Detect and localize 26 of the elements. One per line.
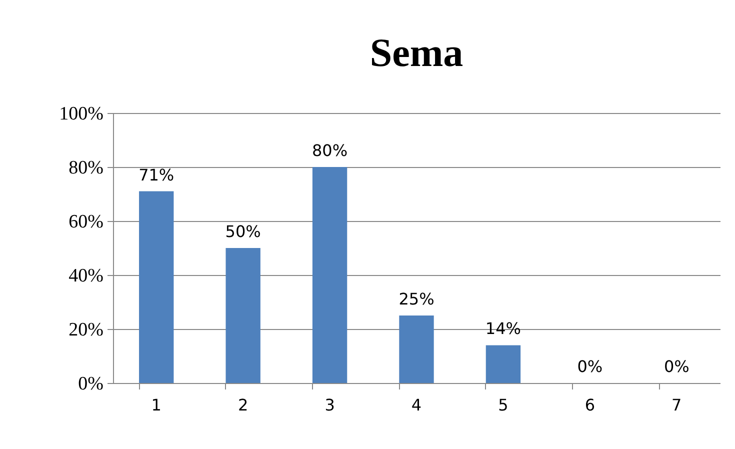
y-tick-label: 80% <box>68 158 104 178</box>
y-tick-label: 40% <box>68 266 104 286</box>
chart-title: Sema <box>370 30 464 75</box>
x-tick-label: 5 <box>498 396 508 414</box>
y-tick-label: 100% <box>59 104 104 124</box>
bar <box>399 316 434 383</box>
bar <box>486 345 521 383</box>
data-label: 80% <box>312 141 348 160</box>
data-label: 14% <box>485 319 521 338</box>
y-tick-label: 0% <box>78 374 104 394</box>
x-tick-label: 7 <box>672 396 682 414</box>
data-label: 71% <box>138 165 174 184</box>
bar <box>226 248 260 383</box>
data-label: 0% <box>664 357 690 376</box>
y-tick-label: 60% <box>68 212 104 232</box>
bar <box>139 191 174 383</box>
x-tick-label: 4 <box>411 396 422 414</box>
x-tick-label: 1 <box>151 396 162 414</box>
x-tick-label: 3 <box>324 396 335 414</box>
data-label: 50% <box>225 222 261 241</box>
data-label: 0% <box>577 357 603 376</box>
y-tick-label: 20% <box>68 320 104 340</box>
x-tick-label: 2 <box>238 396 248 414</box>
data-label: 25% <box>398 290 434 308</box>
bar <box>312 167 348 383</box>
x-tick-label: 6 <box>584 396 596 414</box>
